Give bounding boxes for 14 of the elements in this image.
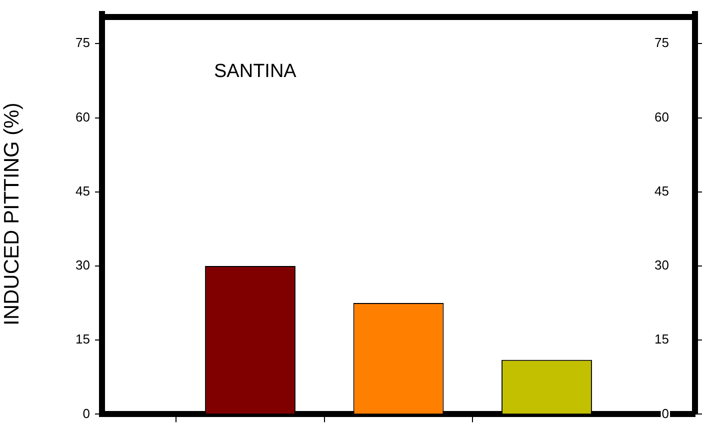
y-axis-title: INDUCED PITTING (%) xyxy=(0,102,24,326)
y-tick-label: 0 xyxy=(82,406,90,421)
y2-tick-label: 0 xyxy=(662,406,669,421)
y2-tick-label: 60 xyxy=(654,109,669,124)
y-tick-label: 45 xyxy=(76,183,90,198)
y-tick-label: 60 xyxy=(76,109,90,124)
annotation: SANTINA xyxy=(214,61,297,82)
y2-tick-label: 15 xyxy=(654,332,669,347)
y-tick-label: 30 xyxy=(76,258,90,273)
y2-tick-label: 75 xyxy=(654,35,669,50)
y2-tick-label: 45 xyxy=(654,183,669,198)
y-tick-label: 75 xyxy=(76,35,90,50)
y2-tick-label: 30 xyxy=(654,258,669,273)
y-tick-label: 15 xyxy=(76,332,90,347)
